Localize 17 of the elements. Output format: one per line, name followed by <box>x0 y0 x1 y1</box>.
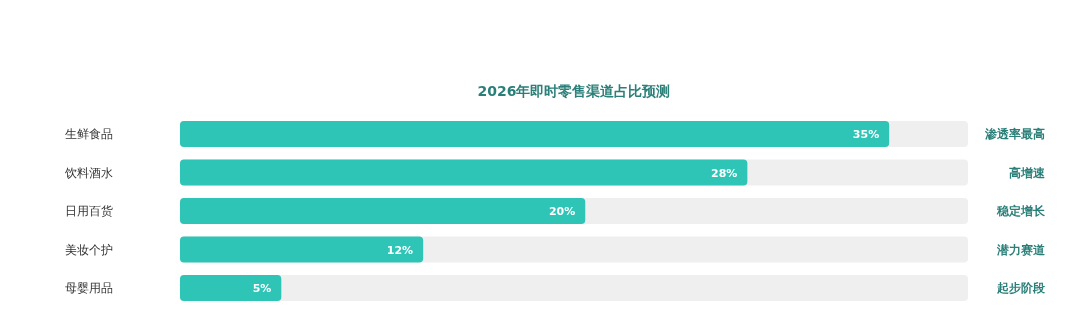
text: 起步阶段 <box>996 281 1046 295</box>
data-label: 20% <box>548 205 576 218</box>
data-label: 28% <box>711 166 738 180</box>
text: 稳定增长 <box>996 204 1046 218</box>
y-tick-label: 饮料酒水 <box>64 165 113 180</box>
data-label: 12% <box>386 243 414 257</box>
text: 高增速 <box>1009 165 1046 180</box>
text: 渗透率最高 <box>984 127 1045 141</box>
y-tick-label: 美妆个护 <box>65 242 113 257</box>
chart-title: 2026年即时零售渠道占比预测 <box>477 83 671 99</box>
text: 潜力赛道 <box>996 242 1046 257</box>
data-label: 5% <box>252 282 272 295</box>
data-label: 35% <box>852 128 880 141</box>
y-tick-label: 生鲜食品 <box>65 127 113 141</box>
y-tick-label: 日用百货 <box>65 204 113 218</box>
y-tick-label: 母婴用品 <box>65 281 113 295</box>
bar <box>180 275 282 301</box>
